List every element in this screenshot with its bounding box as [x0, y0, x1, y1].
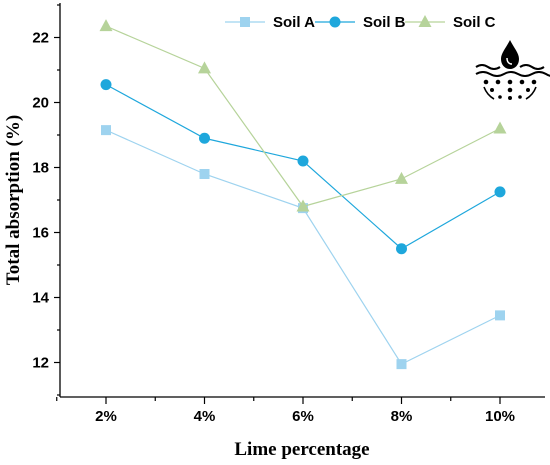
legend-marker [240, 17, 250, 27]
series-soil-b [100, 79, 506, 255]
data-point [396, 243, 407, 255]
data-point [297, 155, 309, 167]
data-point [100, 79, 112, 91]
legend-item: Soil A [225, 14, 315, 31]
y-tick-label: 20 [32, 95, 49, 112]
legend-item: Soil B [315, 14, 406, 31]
data-point [99, 19, 113, 32]
water-drop-absorption-icon [475, 40, 550, 100]
legend-label: Soil C [453, 14, 496, 31]
data-point [198, 61, 211, 74]
data-point [396, 359, 407, 370]
x-tick-label: 10% [485, 408, 515, 425]
y-tick-label: 12 [32, 355, 49, 372]
y-axis-title: Total absorption (%) [3, 115, 24, 285]
series-layer [99, 19, 507, 370]
y-tick-label: 22 [32, 30, 49, 47]
data-point [199, 169, 210, 179]
x-axis-title: Lime percentage [234, 439, 369, 460]
legend: Soil A Soil B Soil C [225, 14, 496, 31]
legend-item: Soil C [405, 14, 496, 31]
data-point [494, 186, 506, 198]
x-tick-label: 8% [391, 408, 413, 425]
x-tick-label: 4% [194, 408, 216, 425]
legend-marker [329, 16, 341, 28]
x-axis-ticks: 2% 4% 6% 8% 10% [56, 397, 515, 425]
y-axis-ticks: 12 14 16 18 20 22 [32, 4, 60, 396]
y-tick-label: 18 [32, 160, 49, 177]
legend-label: Soil B [363, 14, 406, 31]
y-tick-label: 14 [32, 290, 49, 307]
y-tick-label: 16 [32, 225, 49, 242]
data-point [495, 310, 505, 321]
series-soil-c [99, 19, 507, 212]
data-point [296, 199, 310, 212]
x-tick-label: 2% [95, 408, 117, 425]
series-line [105, 84, 501, 250]
data-point [199, 132, 210, 144]
legend-label: Soil A [273, 14, 315, 31]
data-point [395, 171, 408, 184]
data-point [493, 121, 507, 134]
legend-marker [418, 15, 432, 27]
x-tick-label: 6% [292, 408, 314, 425]
data-point [101, 125, 111, 136]
